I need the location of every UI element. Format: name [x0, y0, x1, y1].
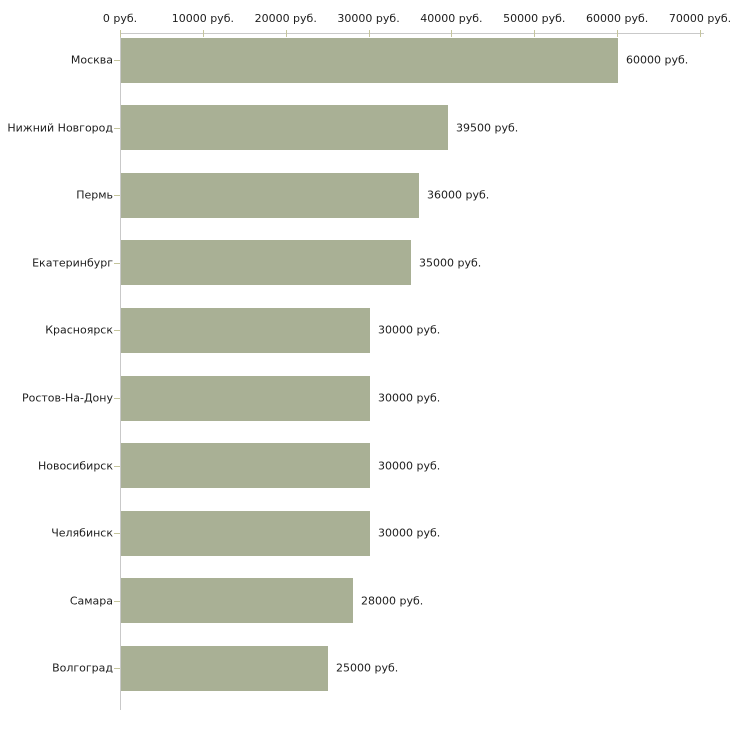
category-label: Ростов-На-Дону	[21, 391, 113, 405]
bar-0	[121, 37, 618, 83]
value-label: 30000 руб.	[378, 526, 441, 540]
category-label: Пермь	[76, 188, 113, 202]
category-tick	[114, 128, 120, 129]
x-axis-tick	[202, 30, 204, 37]
x-axis-tick-label: 20000 руб.	[254, 12, 317, 25]
bar-6	[121, 443, 370, 489]
category-label: Москва	[70, 53, 113, 67]
bar-1	[121, 105, 448, 151]
category-tick	[114, 60, 120, 61]
category-tick	[114, 398, 120, 399]
category-tick	[114, 601, 120, 602]
category-label: Челябинск	[51, 526, 113, 540]
category-tick	[114, 533, 120, 534]
x-axis-tick-label: 0 руб.	[102, 12, 138, 25]
category-label: Красноярск	[45, 323, 113, 337]
bar-8	[121, 578, 353, 624]
bar-5	[121, 375, 370, 421]
value-label: 36000 руб.	[427, 188, 490, 202]
x-axis-tick-label: 10000 руб.	[171, 12, 234, 25]
category-tick	[114, 263, 120, 264]
bar-9	[121, 645, 328, 691]
category-label: Самара	[69, 594, 113, 608]
category-tick	[114, 668, 120, 669]
value-label: 30000 руб.	[378, 323, 441, 337]
category-label: Екатеринбург	[32, 256, 113, 270]
x-axis-line	[120, 33, 704, 34]
value-label: 39500 руб.	[456, 121, 519, 135]
category-label: Волгоград	[52, 661, 113, 675]
x-axis-tick	[617, 30, 619, 37]
y-axis-line	[120, 33, 121, 710]
x-axis-tick	[451, 30, 453, 37]
category-label: Нижний Новгород	[7, 121, 113, 135]
category-tick	[114, 195, 120, 196]
value-label: 28000 руб.	[361, 594, 424, 608]
x-axis-tick	[120, 30, 121, 37]
x-axis-tick-label: 30000 руб.	[337, 12, 400, 25]
category-tick	[114, 330, 120, 331]
value-label: 25000 руб.	[336, 661, 399, 675]
x-axis-tick-label: 50000 руб.	[503, 12, 566, 25]
category-tick	[114, 466, 120, 467]
value-label: 35000 руб.	[419, 256, 482, 270]
bar-3	[121, 240, 411, 286]
category-label: Новосибирск	[37, 459, 113, 473]
x-axis-tick-label: 70000 руб.	[668, 12, 730, 25]
bar-4	[121, 307, 370, 353]
x-axis-tick	[700, 30, 701, 37]
bar-7	[121, 510, 370, 556]
value-label: 30000 руб.	[378, 391, 441, 405]
x-axis-tick-label: 40000 руб.	[420, 12, 483, 25]
value-label: 60000 руб.	[626, 53, 689, 67]
bar-2	[121, 172, 419, 218]
x-axis-tick-label: 60000 руб.	[586, 12, 649, 25]
x-axis-tick	[285, 30, 287, 37]
x-axis-tick	[368, 30, 370, 37]
value-label: 30000 руб.	[378, 459, 441, 473]
x-axis-tick	[534, 30, 536, 37]
